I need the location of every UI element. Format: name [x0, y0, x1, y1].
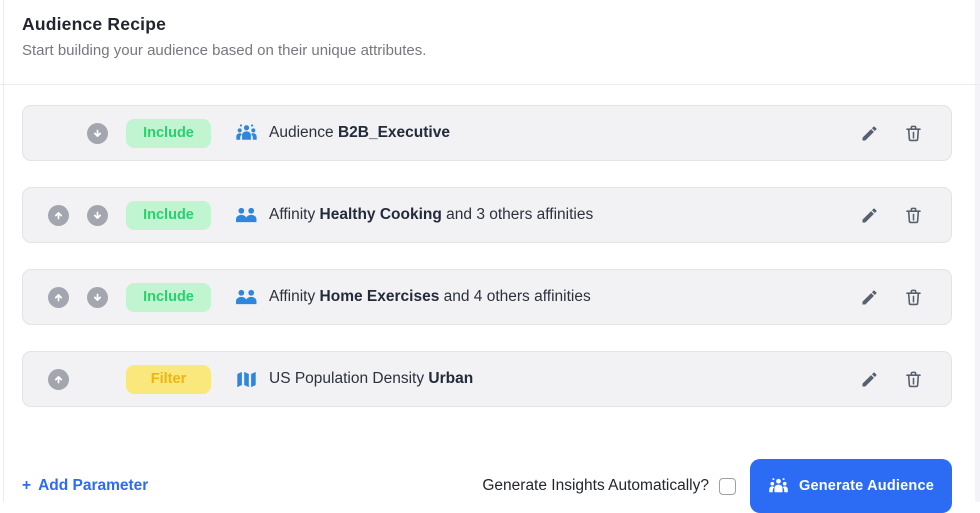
row-text-prefix: Affinity	[269, 206, 320, 223]
page-subtitle: Start building your audience based on th…	[22, 42, 427, 59]
arrow-down-icon	[93, 129, 102, 137]
move-down-button[interactable]	[87, 204, 108, 226]
row-label: Affinity Healthy Cooking and 3 others af…	[269, 206, 593, 224]
user-friends-icon	[235, 204, 258, 227]
people-group-icon	[235, 122, 258, 145]
row-text-bold: B2B_Executive	[337, 124, 450, 141]
pencil-icon	[862, 289, 877, 305]
panel-left-border	[3, 0, 4, 502]
page-right-gutter	[975, 0, 980, 502]
row-text-bold: Healthy Cooking	[319, 206, 442, 223]
row-actions	[860, 124, 923, 143]
generate-audience-label: Generate Audience	[798, 478, 934, 494]
row-text-suffix: and 4 others affinities	[439, 288, 591, 305]
row-label: Affinity Home Exercises and 4 others aff…	[269, 288, 591, 306]
generate-insights-label: Generate Insights Automatically?	[482, 477, 709, 494]
arrow-down-icon	[93, 293, 102, 301]
pencil-icon	[862, 125, 877, 141]
edit-button[interactable]	[860, 288, 879, 307]
row-text-bold: Home Exercises	[319, 288, 440, 305]
arrow-up-icon	[54, 375, 63, 383]
row-actions	[860, 370, 923, 389]
move-up-button[interactable]	[48, 368, 69, 390]
delete-button[interactable]	[904, 124, 923, 143]
header-divider	[0, 84, 980, 85]
panel-footer: + Add Parameter Generate Insights Automa…	[0, 433, 980, 513]
row-type-badge: Filter	[126, 364, 211, 394]
delete-button[interactable]	[904, 370, 923, 389]
pencil-icon	[862, 207, 877, 223]
people-group-icon	[769, 477, 788, 492]
delete-button[interactable]	[904, 288, 923, 307]
trash-icon	[906, 371, 921, 387]
row-actions	[860, 206, 923, 225]
generate-insights-checkbox[interactable]	[718, 477, 736, 495]
panel-header: Audience Recipe Start building your audi…	[0, 0, 980, 60]
user-friends-icon	[235, 286, 258, 309]
row-text-prefix: Audience	[269, 124, 338, 141]
plus-icon: +	[22, 477, 32, 494]
recipe-row: Filter US Population Density Urban	[22, 351, 952, 407]
add-parameter-button[interactable]: + Add Parameter	[22, 477, 148, 495]
row-type-badge: Include	[126, 118, 211, 148]
add-parameter-label: Add Parameter	[38, 477, 149, 494]
recipe-row: Include Affinity Home Exercises and 4 ot…	[22, 269, 952, 325]
recipe-row: Include Audience B2B_Executive	[22, 105, 952, 161]
row-label: US Population Density Urban	[269, 370, 473, 388]
row-text-prefix: Affinity	[269, 288, 320, 305]
trash-icon	[906, 289, 921, 305]
trash-icon	[906, 125, 921, 141]
row-actions	[860, 288, 923, 307]
row-type-badge: Include	[126, 200, 211, 230]
map-icon	[235, 368, 258, 391]
arrow-down-icon	[93, 211, 102, 219]
recipe-row-list: Include Audience B2B_Executive	[0, 85, 980, 407]
edit-button[interactable]	[860, 124, 879, 143]
move-down-button[interactable]	[87, 286, 108, 308]
pencil-icon	[862, 371, 877, 387]
row-text-bold: Urban	[428, 370, 474, 387]
delete-button[interactable]	[904, 206, 923, 225]
move-up-button[interactable]	[48, 204, 69, 226]
trash-icon	[906, 207, 921, 223]
page-title: Audience Recipe	[22, 14, 167, 34]
edit-button[interactable]	[860, 206, 879, 225]
row-label: Audience B2B_Executive	[269, 124, 450, 142]
edit-button[interactable]	[860, 370, 879, 389]
move-up-button[interactable]	[48, 286, 69, 308]
row-text-prefix: US Population Density	[269, 370, 429, 387]
row-text-suffix: and 3 others affinities	[441, 206, 594, 223]
generate-audience-button[interactable]: Generate Audience	[749, 459, 952, 513]
row-type-badge: Include	[126, 282, 211, 312]
arrow-up-icon	[54, 293, 63, 301]
recipe-row: Include Affinity Healthy Cooking and 3 o…	[22, 187, 952, 243]
arrow-up-icon	[54, 211, 63, 219]
move-down-button[interactable]	[87, 122, 108, 144]
